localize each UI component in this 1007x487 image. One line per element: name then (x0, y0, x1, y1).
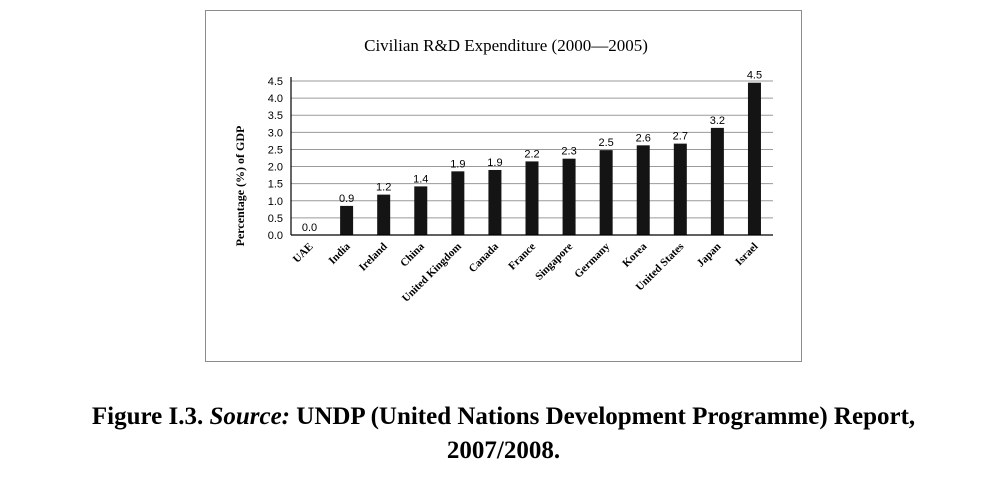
data-labels: 0.0 0.9 1.2 1.4 1.9 1.9 2.2 2.3 2.5 2.6 2.7 3.2 4.5 (302, 70, 762, 234)
x-tick-label: India (327, 240, 354, 267)
y-tick-label: 3.0 (268, 127, 283, 139)
bar-korea (636, 145, 650, 235)
bar-singapore (562, 158, 576, 235)
gridlines (291, 80, 773, 219)
y-tick-label: 0.5 (268, 213, 283, 225)
bar-united-kingdom (451, 171, 465, 235)
bar-france (525, 161, 539, 235)
bar-united-states (673, 143, 687, 235)
caption-text-line-2: 2007/2008. (446, 437, 561, 464)
data-label: 2.7 (673, 131, 688, 143)
x-tick-label: Japan (695, 241, 724, 270)
y-tick-label: 1.5 (268, 179, 283, 191)
y-tick-label: 3.5 (268, 110, 283, 122)
x-tick-label: Singapore (533, 241, 575, 283)
data-label: 1.4 (413, 173, 428, 185)
y-tick-label: 2.0 (268, 162, 283, 174)
data-label: 1.9 (487, 157, 502, 169)
chart-title: Civilian R&D Expenditure (2000—2005) (364, 36, 648, 55)
y-tick-label: 2.5 (268, 144, 283, 156)
y-axis-label: Percentage (%) of GDP (233, 126, 247, 247)
data-label: 2.5 (599, 137, 614, 149)
y-tick-label: 1.0 (268, 196, 283, 208)
y-tick-label: 4.5 (268, 76, 283, 88)
data-label: 2.2 (524, 148, 539, 160)
bar-india (340, 205, 354, 235)
data-label: 0.0 (302, 222, 317, 234)
data-label: 1.9 (450, 158, 465, 170)
data-label: 2.3 (561, 146, 576, 158)
x-tick-label: Israel (733, 241, 760, 268)
bar-israel (747, 82, 761, 235)
y-tick-label: 0.0 (268, 230, 283, 242)
y-tick-label: 4.0 (268, 93, 283, 105)
data-label: 0.9 (339, 193, 354, 205)
x-tick-label: France (506, 241, 538, 273)
x-tick-label: Ireland (357, 241, 390, 274)
data-label: 1.2 (376, 182, 391, 194)
bar-canada (488, 169, 502, 235)
caption-label: Figure I.3. (91, 403, 204, 430)
bar-germany (599, 150, 613, 235)
x-tick-label: Korea (620, 240, 649, 269)
data-label: 4.5 (747, 70, 762, 82)
bars (340, 82, 761, 235)
bar-japan (710, 127, 724, 235)
caption-source-word: Source: (209, 403, 291, 430)
data-label: 3.2 (710, 115, 725, 127)
x-tick-label: Germany (572, 240, 612, 280)
bar-ireland (377, 194, 391, 235)
chart-frame: Civilian R&D Expenditure (2000—2005) 0.0… (205, 10, 802, 362)
bar-china (414, 186, 428, 235)
x-tick-label: China (398, 240, 427, 269)
data-label: 2.6 (636, 132, 651, 144)
x-tick-label: Canada (467, 240, 502, 275)
caption-line-1: Figure I.3. Source: UNDP (United Nations… (0, 400, 1007, 434)
y-axis-ticks: 0.0 0.5 1.0 1.5 2.0 2.5 3.0 3.5 4.0 4.5 (268, 76, 283, 242)
caption-text-line-1: UNDP (United Nations Development Program… (296, 403, 916, 430)
x-tick-label: UAE (291, 241, 316, 266)
figure-caption: Figure I.3. Source: UNDP (United Nations… (0, 400, 1007, 468)
bar-chart: Civilian R&D Expenditure (2000—2005) 0.0… (233, 36, 773, 305)
